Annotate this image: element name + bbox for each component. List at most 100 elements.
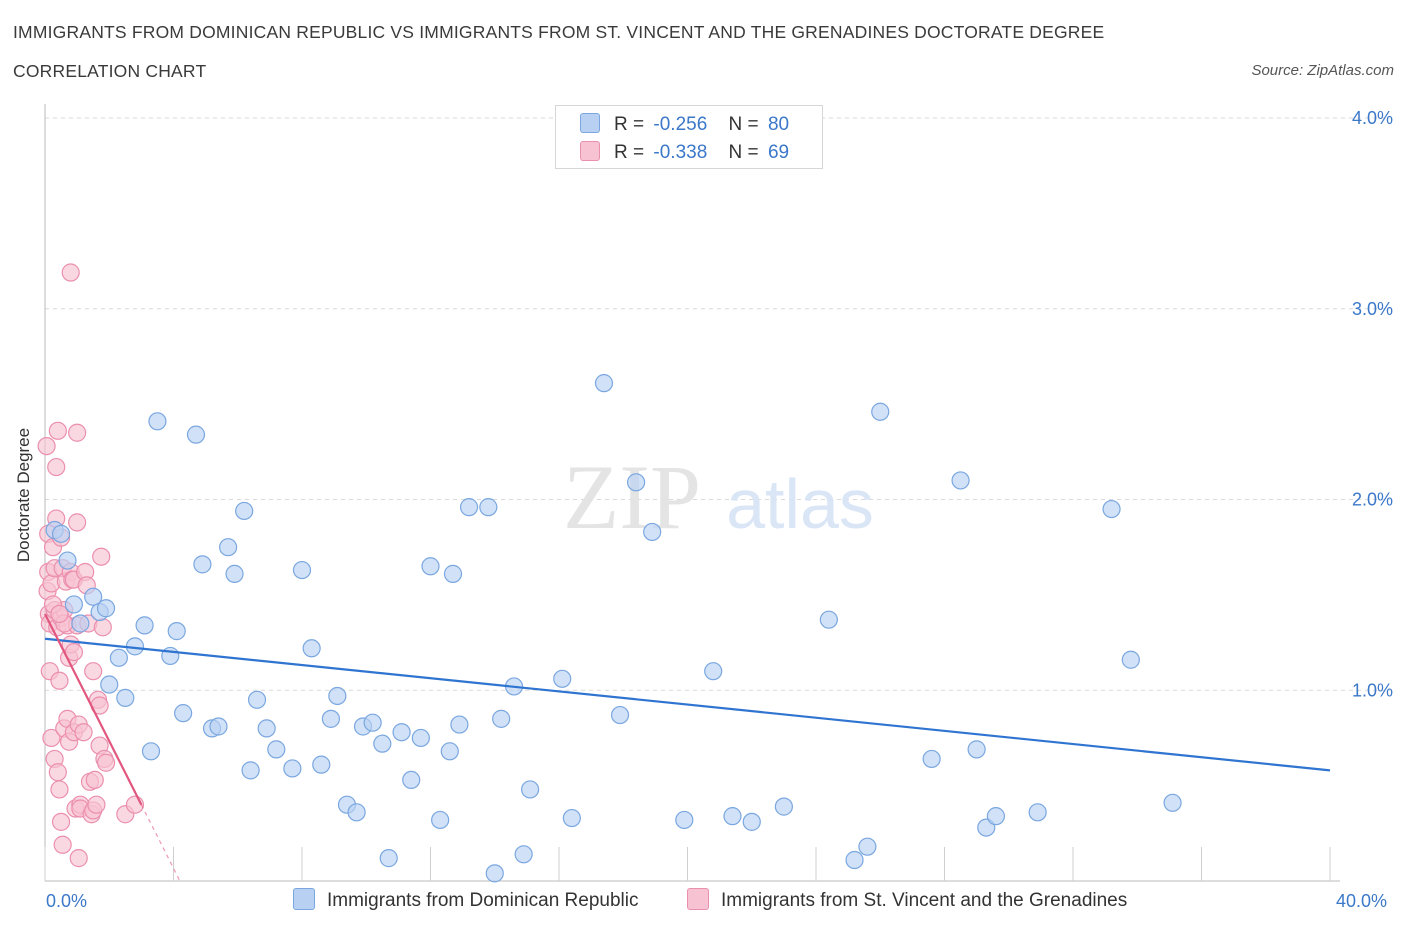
legend-n-value-pink: 69 (767, 142, 790, 163)
blue-data-point (643, 522, 662, 542)
blue-data-point (116, 688, 135, 707)
y-tick-label: 2.0% (1352, 490, 1393, 510)
blue-data-point (1102, 499, 1121, 519)
blue-data-point (174, 704, 193, 723)
bottom-legend-swatch-pink (687, 888, 709, 910)
blue-data-point (379, 849, 398, 868)
blue-data-point (328, 686, 347, 706)
watermark-zip: ZIP (563, 446, 701, 548)
pink-data-point (47, 457, 66, 477)
blue-data-point (411, 728, 430, 748)
blue-data-point (520, 780, 540, 799)
blue-data-point (492, 709, 511, 728)
x-tick-label-min: 0.0% (46, 891, 88, 911)
blue-data-point (774, 797, 793, 816)
x-tick-label-max: 40.0% (1336, 891, 1388, 911)
blue-data-point (267, 740, 286, 759)
blue-data-point (148, 412, 167, 431)
blue-data-point (235, 501, 254, 521)
pink-data-point (85, 770, 104, 790)
pink-data-point (53, 835, 72, 854)
watermark: ZIP atlas (563, 446, 874, 548)
blue-data-point (186, 425, 206, 444)
blue-data-point (247, 690, 267, 709)
blue-data-point (225, 564, 244, 583)
correlation-legend: R = -0.256 N = 80 R = -0.338 N = 69 (555, 105, 823, 169)
blue-data-point (167, 622, 186, 641)
legend-swatch-pink (580, 141, 600, 161)
blue-series-points (45, 374, 1182, 883)
blue-data-point (312, 755, 331, 774)
chart-title-line1: IMMIGRANTS FROM DOMINICAN REPUBLIC VS IM… (13, 22, 1105, 42)
blue-data-point (58, 551, 77, 570)
pink-data-point (74, 723, 93, 742)
blue-data-point (321, 709, 341, 728)
pink-data-point (69, 849, 88, 868)
pink-data-point (84, 662, 103, 681)
legend-r-value-pink: -0.338 (653, 142, 708, 163)
blue-data-point (402, 770, 421, 790)
legend-row-blue: R = -0.256 N = 80 (580, 113, 789, 135)
pink-data-point (37, 436, 56, 456)
blue-data-point (109, 648, 128, 667)
pink-data-point (42, 728, 61, 748)
blue-data-point (450, 715, 469, 734)
blue-data-point (514, 845, 533, 864)
blue-data-point (96, 599, 116, 618)
blue-data-point (553, 669, 572, 688)
pink-data-point (93, 618, 112, 637)
pink-data-point (50, 604, 69, 624)
blue-data-point (141, 742, 161, 761)
blue-data-point (951, 471, 970, 490)
blue-data-point (485, 864, 504, 883)
bottom-legend-label-pink: Immigrants from St. Vincent and the Gren… (721, 890, 1128, 911)
source-label: Source: ZipAtlas.com (1251, 62, 1394, 79)
legend-row-pink: R = -0.338 N = 69 (580, 141, 789, 163)
legend-n-value-blue: 80 (767, 114, 790, 135)
legend-r-label: R = (614, 114, 645, 135)
blue-data-point (257, 719, 276, 738)
blue-data-point (421, 557, 440, 576)
blue-data-point (479, 498, 498, 517)
grid-lines (45, 117, 1390, 691)
pink-trend-line (44, 613, 143, 806)
blue-data-point (443, 564, 463, 583)
chart-title-line2: CORRELATION CHART (13, 61, 207, 81)
blue-data-point (1163, 793, 1182, 812)
bottom-legend-pink: Immigrants from St. Vincent and the Gren… (687, 888, 1127, 912)
y-tick-label: 3.0% (1352, 299, 1393, 319)
blue-data-point (431, 810, 450, 830)
pink-data-point (92, 547, 111, 566)
blue-data-point (858, 837, 877, 856)
blue-data-point (100, 675, 119, 694)
blue-trend-line (44, 637, 1331, 772)
blue-data-point (675, 810, 694, 830)
pink-data-point (68, 513, 87, 532)
trend-lines (44, 613, 1331, 882)
blue-data-point (440, 742, 459, 761)
blue-data-point (219, 538, 238, 557)
blue-data-point (610, 705, 630, 725)
pink-data-point (61, 263, 80, 282)
blue-data-point (241, 761, 260, 780)
y-tick-labels: 1.0% 2.0% 3.0% 4.0% (1352, 108, 1393, 700)
blue-data-point (292, 560, 312, 580)
blue-data-point (459, 498, 479, 517)
blue-data-point (922, 749, 941, 769)
blue-data-point (723, 807, 742, 826)
pink-data-point (87, 795, 106, 814)
legend-r-label: R = (614, 142, 645, 163)
pink-data-point (96, 753, 116, 772)
bottom-legend-label-blue: Immigrants from Dominican Republic (327, 890, 639, 911)
blue-data-point (871, 402, 890, 421)
pink-data-point (48, 421, 67, 440)
pink-data-point (48, 763, 67, 782)
blue-data-point (71, 614, 90, 633)
blue-data-point (135, 616, 154, 635)
y-axis-label: Doctorate Degree (14, 427, 33, 563)
blue-data-point (704, 662, 723, 681)
legend-n-label: N = (728, 142, 759, 163)
pink-trend-extension (140, 804, 181, 882)
blue-data-point (283, 759, 302, 778)
